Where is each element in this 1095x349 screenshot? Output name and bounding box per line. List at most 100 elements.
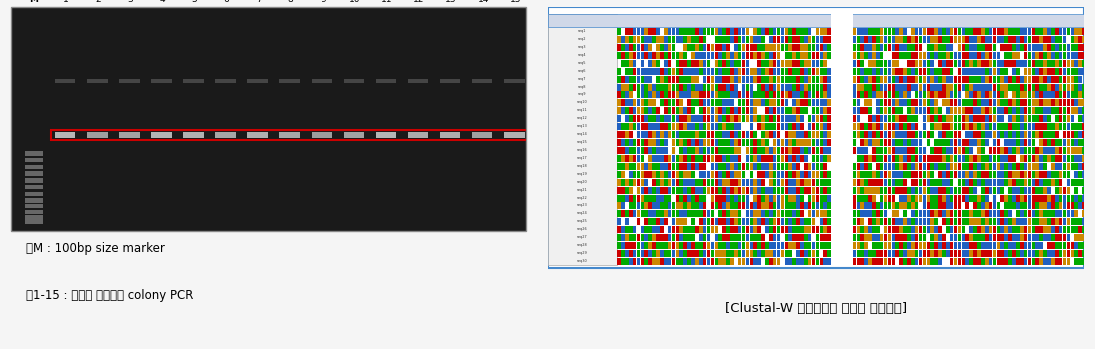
Bar	[691, 139, 694, 146]
Bar	[800, 187, 804, 194]
Bar	[703, 139, 706, 146]
Bar	[548, 14, 1084, 27]
Bar	[1082, 226, 1086, 233]
Bar	[853, 76, 856, 83]
Bar	[629, 44, 633, 51]
Bar	[1074, 194, 1077, 201]
Bar	[761, 123, 764, 130]
Bar	[884, 139, 887, 146]
Bar	[641, 68, 644, 75]
Bar	[699, 115, 703, 122]
Bar	[1019, 258, 1024, 265]
Bar	[891, 68, 895, 75]
Bar	[977, 171, 981, 178]
Bar	[723, 76, 726, 83]
Bar	[621, 91, 625, 98]
Bar	[891, 131, 895, 138]
Bar	[823, 99, 827, 106]
Bar	[861, 258, 864, 265]
Bar	[633, 194, 636, 201]
Bar	[961, 171, 965, 178]
Bar	[1051, 107, 1054, 114]
Bar	[1024, 179, 1027, 186]
Bar	[942, 202, 946, 209]
Bar	[926, 163, 930, 170]
Bar	[1019, 210, 1024, 217]
Bar	[723, 131, 726, 138]
Bar	[746, 202, 749, 209]
Bar	[781, 242, 784, 249]
Bar	[1016, 234, 1019, 241]
Bar	[1067, 155, 1070, 162]
Bar	[769, 68, 773, 75]
Bar	[811, 91, 816, 98]
Bar	[861, 210, 864, 217]
Bar	[896, 171, 899, 178]
Bar	[903, 99, 907, 106]
Bar	[1051, 52, 1054, 59]
Bar	[119, 79, 140, 83]
Bar	[868, 107, 872, 114]
Bar	[919, 83, 922, 90]
Bar	[1067, 52, 1070, 59]
Bar	[715, 179, 718, 186]
Bar	[1016, 258, 1019, 265]
Bar	[625, 60, 629, 67]
Bar	[915, 99, 919, 106]
Bar	[868, 194, 872, 201]
Bar	[668, 68, 671, 75]
Bar	[1024, 76, 1027, 83]
Bar	[880, 115, 884, 122]
Bar	[788, 155, 792, 162]
Bar	[973, 83, 977, 90]
Bar	[741, 171, 746, 178]
Bar	[969, 218, 973, 225]
Bar	[911, 44, 914, 51]
Bar	[648, 52, 652, 59]
Bar	[938, 107, 942, 114]
Bar	[618, 123, 621, 130]
Bar	[880, 250, 884, 257]
Bar	[788, 28, 792, 35]
Bar	[730, 179, 734, 186]
Bar	[804, 139, 807, 146]
Bar	[1024, 218, 1027, 225]
Bar	[804, 99, 807, 106]
Bar	[966, 258, 969, 265]
Bar	[896, 28, 899, 35]
Bar	[872, 147, 876, 154]
Bar	[656, 226, 659, 233]
Bar	[746, 68, 749, 75]
Bar	[695, 226, 699, 233]
Bar	[899, 36, 903, 43]
Bar	[1024, 131, 1027, 138]
Bar	[958, 91, 961, 98]
Bar	[784, 250, 788, 257]
Bar	[765, 91, 769, 98]
Bar	[621, 60, 625, 67]
Bar	[811, 44, 816, 51]
Bar	[703, 202, 706, 209]
Bar	[996, 234, 1000, 241]
Bar	[907, 155, 911, 162]
Bar	[888, 226, 891, 233]
Bar	[1028, 234, 1031, 241]
Bar	[703, 107, 706, 114]
Bar	[691, 234, 694, 241]
Bar	[718, 131, 722, 138]
Bar	[1082, 218, 1086, 225]
Bar	[723, 28, 726, 35]
Bar	[1054, 76, 1059, 83]
Bar	[711, 179, 714, 186]
Bar	[738, 147, 741, 154]
Bar	[973, 179, 977, 186]
Bar	[636, 194, 641, 201]
Bar	[946, 83, 949, 90]
Bar	[758, 52, 761, 59]
Bar	[749, 44, 753, 51]
Bar	[891, 202, 895, 209]
Bar	[1036, 234, 1039, 241]
Bar	[981, 147, 984, 154]
Bar	[961, 155, 965, 162]
Bar	[1054, 28, 1059, 35]
